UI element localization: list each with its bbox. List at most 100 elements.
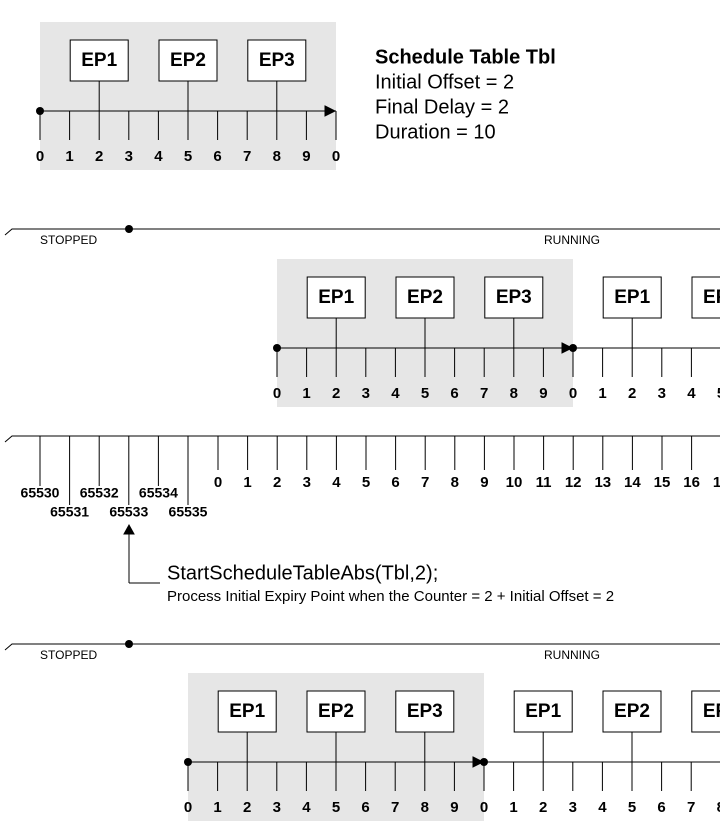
tick-label: 7 xyxy=(243,148,251,165)
tick-label: 4 xyxy=(391,385,400,402)
state-label: STOPPED xyxy=(40,233,97,247)
tick-label: 8 xyxy=(273,148,281,165)
counter-label: 10 xyxy=(506,474,523,491)
ep-label: EP1 xyxy=(81,50,117,71)
counter-label: 65535 xyxy=(169,504,208,520)
tick-label: 0 xyxy=(480,799,488,816)
ep-box xyxy=(217,690,277,733)
tick-label: 9 xyxy=(539,385,547,402)
counter-line xyxy=(4,435,720,443)
counter-label: 15 xyxy=(654,474,671,491)
counter-label: 13 xyxy=(594,474,611,491)
counter-label: 65532 xyxy=(80,485,119,501)
ep-label: EP3 xyxy=(496,287,532,308)
arrow-head xyxy=(561,342,574,354)
tick-label: 9 xyxy=(302,148,310,165)
call-pointer xyxy=(128,530,160,584)
tick-label: 4 xyxy=(598,799,607,816)
ep-box xyxy=(69,39,129,82)
tick-label: 6 xyxy=(450,385,458,402)
definition-line: Initial Offset = 2 xyxy=(375,71,514,93)
ep-label: EP3 xyxy=(407,701,443,722)
ep-label: EP3 xyxy=(703,701,720,722)
tick-label: 2 xyxy=(95,148,103,165)
tick-label: 7 xyxy=(480,385,488,402)
counter-label: 12 xyxy=(565,474,582,491)
counter-label: 8 xyxy=(451,474,459,491)
definition-title: Schedule Table Tbl xyxy=(375,46,556,68)
counter-label: 16 xyxy=(683,474,700,491)
tick-label: 4 xyxy=(687,385,696,402)
ep-box xyxy=(602,690,662,733)
tick-label: 5 xyxy=(421,385,429,402)
tick-label: 4 xyxy=(302,799,311,816)
ep-box xyxy=(484,276,544,319)
tick-label: 1 xyxy=(65,148,73,165)
tick-label: 3 xyxy=(273,799,281,816)
counter-label: 4 xyxy=(332,474,341,491)
ep-box xyxy=(306,690,366,733)
tick-label: 0 xyxy=(332,148,340,165)
ep-label: EP3 xyxy=(259,50,295,71)
tick-label: 6 xyxy=(361,799,369,816)
counter-label: 7 xyxy=(421,474,429,491)
ep-box xyxy=(691,276,720,319)
counter-label: 17 xyxy=(713,474,720,491)
counter-label: 65530 xyxy=(21,485,60,501)
call-note: Process Initial Expiry Point when the Co… xyxy=(167,588,614,605)
ep-label: EP2 xyxy=(170,50,206,71)
tick-label: 3 xyxy=(658,385,666,402)
definition-line: Final Delay = 2 xyxy=(375,96,509,118)
tick-label: 5 xyxy=(717,385,720,402)
tick-label: 5 xyxy=(184,148,192,165)
state-label: RUNNING xyxy=(544,648,600,662)
counter-label: 3 xyxy=(303,474,311,491)
ep-label: EP1 xyxy=(318,287,354,308)
counter-label: 5 xyxy=(362,474,370,491)
state-dot xyxy=(125,225,133,233)
state-line xyxy=(4,643,720,651)
state-label: STOPPED xyxy=(40,648,97,662)
arrow-head xyxy=(472,756,485,768)
ep-label: EP2 xyxy=(407,287,443,308)
ep-box xyxy=(602,276,662,319)
tick-label: 5 xyxy=(628,799,636,816)
ep-box xyxy=(158,39,218,82)
tick-label: 0 xyxy=(273,385,281,402)
tick-label: 6 xyxy=(657,799,665,816)
ep-label: EP1 xyxy=(525,701,561,722)
ep-box xyxy=(395,690,455,733)
state-dot xyxy=(125,640,133,648)
definition-line: Duration = 10 xyxy=(375,121,496,143)
arrow-head xyxy=(123,523,135,535)
tick-label: 1 xyxy=(213,799,221,816)
tick-label: 3 xyxy=(362,385,370,402)
tick-label: 2 xyxy=(332,385,340,402)
ep-label: EP2 xyxy=(703,287,720,308)
counter-label: 65533 xyxy=(109,504,148,520)
ep-label: EP2 xyxy=(614,701,650,722)
tick-label: 5 xyxy=(332,799,340,816)
tick-label: 2 xyxy=(243,799,251,816)
tick-label: 8 xyxy=(421,799,429,816)
counter-label: 1 xyxy=(243,474,251,491)
ep-label: EP1 xyxy=(229,701,265,722)
tick-label: 0 xyxy=(36,148,44,165)
counter-label: 14 xyxy=(624,474,641,491)
counter-label: 9 xyxy=(480,474,488,491)
tick-label: 7 xyxy=(391,799,399,816)
counter-label: 65531 xyxy=(50,504,89,520)
counter-label: 11 xyxy=(536,474,552,491)
tick-label: 6 xyxy=(213,148,221,165)
ep-box xyxy=(691,690,720,733)
tick-label: 8 xyxy=(510,385,518,402)
counter-label: 0 xyxy=(214,474,222,491)
ep-box xyxy=(395,276,455,319)
ep-label: EP1 xyxy=(614,287,650,308)
state-line xyxy=(4,228,720,236)
tick-label: 2 xyxy=(539,799,547,816)
counter-label: 2 xyxy=(273,474,281,491)
tick-label: 8 xyxy=(717,799,720,816)
ep-box xyxy=(306,276,366,319)
